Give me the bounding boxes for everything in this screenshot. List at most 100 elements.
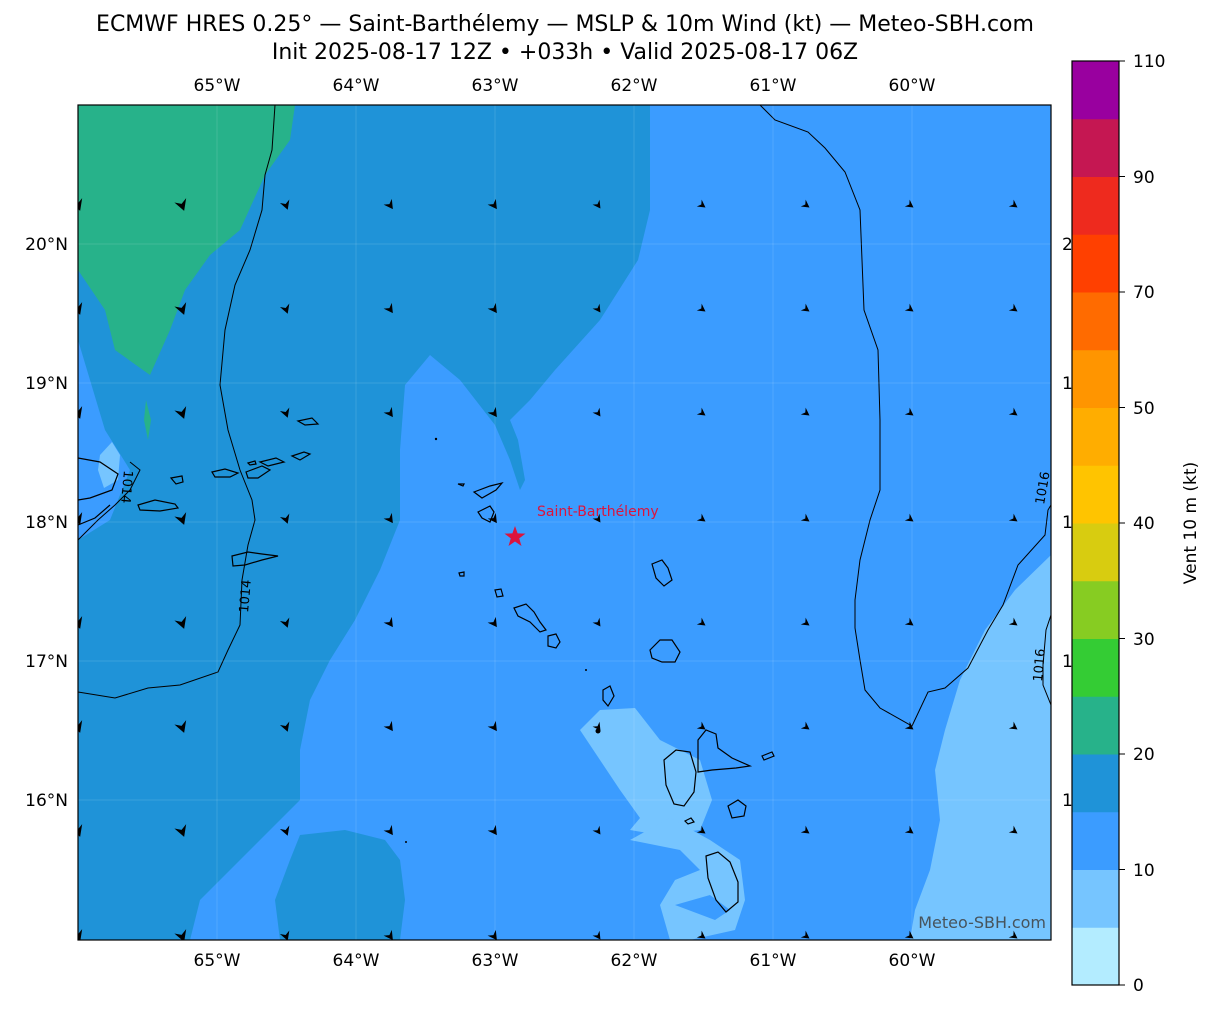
- wind-arrow: [904, 721, 914, 730]
- islet-coast: [246, 460, 257, 466]
- tortola-coast: [258, 457, 286, 467]
- wind-arrow: [383, 824, 393, 836]
- wind-arrow: [383, 198, 393, 210]
- wind-arrow: [78, 616, 83, 629]
- wind-arrow: [800, 825, 810, 834]
- puerto-rico-coast: [78, 457, 119, 501]
- wind-arrow: [904, 617, 914, 626]
- lon-label: 63°W: [472, 951, 519, 971]
- wind-arrow: [279, 513, 290, 524]
- saint-barthelemy-star-icon: [504, 526, 526, 546]
- lon-label: 64°W: [333, 76, 380, 96]
- wind-arrow: [1008, 721, 1018, 730]
- map-frame: [77, 104, 1052, 941]
- wind-arrow: [904, 930, 914, 939]
- culebra-coast: [169, 475, 184, 485]
- lon-label: 62°W: [611, 951, 658, 971]
- lon-label: 65°W: [194, 76, 241, 96]
- wind-arrow: [279, 407, 290, 418]
- lat-label: 18°N: [25, 513, 68, 533]
- isobar-label-1014-west: 1014: [117, 470, 135, 504]
- colorbar-segment: [1072, 696, 1119, 755]
- wind-arrow: [800, 407, 810, 416]
- colorbar-tick-label: 110: [1133, 52, 1165, 72]
- sombrero-dot: [434, 437, 438, 441]
- wind-arrow: [174, 616, 187, 629]
- guadeloupe-basse-terre-coast: [663, 749, 697, 807]
- colorbar-segment: [1072, 118, 1119, 177]
- wind-arrow: [592, 407, 601, 417]
- wind-arrow: [1008, 199, 1018, 208]
- colorbar-segment: [1072, 176, 1119, 235]
- colorbar-segment: [1072, 638, 1119, 697]
- wind-arrow: [696, 513, 706, 522]
- colorbar-label: Vent 10 m (kt): [1181, 462, 1201, 584]
- st-martin-coast: [477, 505, 495, 523]
- wind-arrow: [800, 513, 810, 522]
- wind-arrow: [174, 406, 187, 419]
- lat-label: 16°N: [25, 791, 68, 811]
- saint-barthelemy-label: Saint-Barthélemy: [537, 504, 659, 520]
- wind-arrow: [279, 721, 290, 732]
- colorbar: [1072, 61, 1119, 986]
- wind-arrow: [592, 199, 601, 209]
- vieques-coast: [137, 499, 180, 512]
- wind-arrow: [174, 720, 187, 733]
- lon-label: 60°W: [889, 951, 936, 971]
- wind-barbs: [78, 198, 1018, 940]
- wind-band-10-15-dominica: [675, 895, 730, 920]
- wind-arrow: [696, 303, 706, 312]
- map-title: ECMWF HRES 0.25° — Saint-Barthélemy — MS…: [96, 12, 1034, 37]
- wind-arrow: [383, 302, 393, 314]
- wind-arrow: [279, 303, 290, 314]
- clipped-lat-label: 1: [1062, 791, 1073, 811]
- wind-arrow: [1008, 407, 1018, 416]
- wind-arrow: [174, 302, 187, 315]
- coastlines: [78, 417, 775, 913]
- isobar-1014-west: [78, 461, 141, 541]
- wind-arrow: [78, 824, 83, 837]
- clipped-lat-label: 2: [1062, 235, 1073, 255]
- wind-arrow: [487, 406, 497, 418]
- wind-arrow: [174, 929, 187, 940]
- wind-arrow: [174, 198, 187, 211]
- st-thomas-coast: [211, 468, 240, 478]
- wind-arrow: [592, 617, 601, 627]
- wind-arrow: [383, 406, 393, 418]
- wind-arrow: [487, 198, 497, 210]
- wind-band-15-20-south: [275, 830, 405, 940]
- wind-arrow: [383, 929, 393, 940]
- isobar-1016-east: [1042, 614, 1051, 706]
- anegada-coast: [296, 417, 320, 426]
- map-panel: 1014 1014 1016 1016 Saint-Barthélemy Met…: [78, 105, 1054, 940]
- colorbar-tick-label: 70: [1133, 283, 1155, 303]
- wind-arrow: [800, 617, 810, 626]
- colorbar-segment: [1072, 61, 1119, 120]
- wind-arrow: [592, 513, 601, 523]
- colorbar-segment: [1072, 292, 1119, 351]
- lat-labels-left: 20°N 19°N 18°N 17°N 16°N: [25, 235, 68, 811]
- islet-dot: [585, 669, 587, 671]
- isobar-label-1016: 1016: [1033, 470, 1054, 505]
- dominica-coast: [705, 851, 739, 913]
- wind-arrow: [487, 616, 497, 628]
- st-kitts-coast: [513, 603, 547, 633]
- saba-coast: [458, 571, 465, 577]
- wind-arrow: [592, 930, 601, 940]
- wind-arrow: [800, 303, 810, 312]
- lat-label: 19°N: [25, 374, 68, 394]
- colorbar-segment: [1072, 927, 1119, 986]
- les-saintes-coast: [683, 817, 695, 825]
- clipped-lat-label: 1: [1062, 374, 1073, 394]
- wind-arrow: [78, 406, 83, 419]
- aves-dot: [405, 841, 407, 843]
- colorbar-segment: [1072, 811, 1119, 870]
- lon-label: 60°W: [889, 76, 936, 96]
- wind-arrow: [279, 825, 290, 836]
- wind-band-5-10-west: [98, 442, 120, 488]
- lon-label: 63°W: [472, 76, 519, 96]
- wind-arrow: [592, 721, 601, 731]
- wind-arrow: [1008, 825, 1018, 834]
- map-subtitle: Init 2025-08-17 12Z • +033h • Valid 2025…: [271, 40, 859, 65]
- wind-arrow: [1008, 303, 1018, 312]
